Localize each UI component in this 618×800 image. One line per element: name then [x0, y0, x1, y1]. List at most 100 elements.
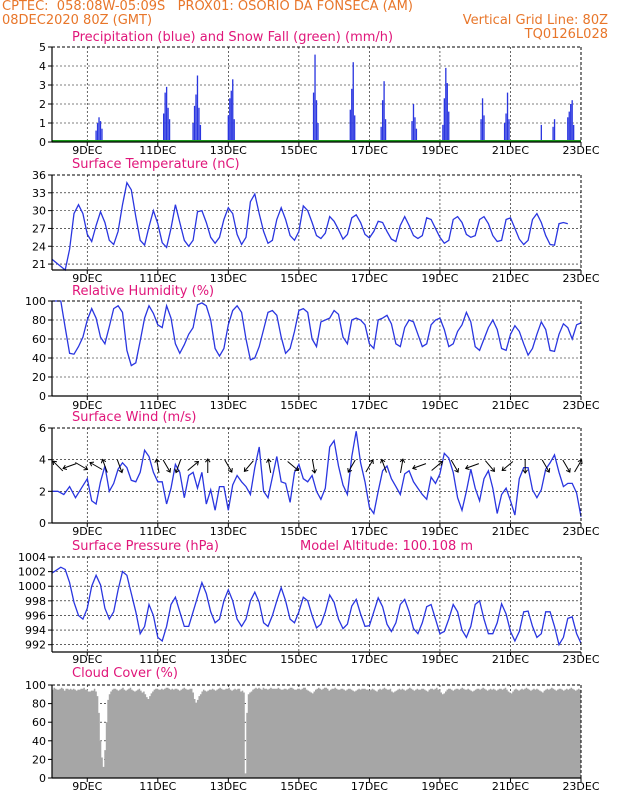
wind-arrow [267, 459, 272, 473]
wind-arrow-head [438, 460, 444, 466]
precip-bar [349, 109, 351, 142]
rh-xtick-label: 19DEC [421, 399, 458, 412]
rh-xtick-label: 9DEC [72, 399, 102, 412]
temp-xtick-label: 19DEC [421, 272, 458, 285]
precip-bar [354, 115, 356, 142]
precip-bar [230, 90, 232, 142]
wind-arrow [541, 459, 550, 473]
wind-arrow [431, 461, 443, 471]
rh-xtick-label: 11DEC [139, 399, 176, 412]
precip-bar [571, 100, 573, 142]
precip-panel: Precipitation (blue) and Snow Fall (gree… [39, 30, 600, 157]
precip-xtick-label: 21DEC [492, 144, 529, 157]
precip-ytick-label: 3 [39, 79, 46, 92]
precip-bar [98, 117, 100, 142]
precip-bar [414, 117, 416, 142]
temp-xtick-label: 17DEC [351, 272, 388, 285]
wind-arrow-head [347, 468, 353, 473]
precip-xtick-label: 13DEC [210, 144, 247, 157]
precip-bar [411, 121, 413, 142]
wind-xtick-label: 21DEC [492, 525, 529, 538]
wind-arrow [187, 461, 199, 471]
precip-bar [314, 54, 316, 142]
wind-xtick-label: 23DEC [562, 525, 599, 538]
wind-ytick-label: 6 [39, 422, 46, 435]
rh-ytick-label: 0 [39, 390, 46, 403]
wind-arrow [400, 459, 404, 473]
temp-xtick-label: 11DEC [139, 272, 176, 285]
wind-arrow-head [52, 460, 57, 466]
wind-arrow [244, 460, 254, 472]
precip-xtick-label: 9DEC [72, 144, 102, 157]
wind-arrow [574, 459, 582, 473]
precip-bar [443, 98, 446, 142]
pres-panel: Surface Pressure (hPa) Model Altitude: 10… [18, 539, 600, 666]
wind-arrow [501, 461, 514, 471]
pres-xtick-label: 9DEC [72, 653, 102, 666]
rh-xtick-label: 15DEC [280, 399, 317, 412]
wind-arrow-head [380, 458, 386, 464]
cloud-ytick-label: 80 [32, 698, 46, 711]
rh-panel: Relative Humidity (%) 0 20 40 60 80 100 9DEC 11D… [25, 284, 600, 412]
wind-arrow-head [294, 466, 300, 472]
precip-xtick-label: 11DEC [139, 144, 176, 157]
precip-xtick-label: 15DEC [280, 144, 317, 157]
rh-xtick-label: 17DEC [351, 399, 388, 412]
precip-ytick-label: 0 [39, 136, 46, 149]
rh-ytick-label: 40 [32, 352, 46, 365]
wind-arrow-head [118, 468, 124, 474]
wind-arrow [156, 459, 160, 473]
precip-bar [96, 123, 99, 142]
precip-bar [445, 67, 447, 142]
cloud-xtick-label: 19DEC [421, 780, 458, 793]
wind-arrow [365, 459, 374, 473]
precip-bar [383, 81, 385, 142]
wind-arrow-head [565, 468, 571, 473]
pres-series-line [51, 566, 582, 647]
rh-ytick-label: 60 [32, 333, 46, 346]
precip-bar [195, 94, 197, 142]
temp-ytick-label: 21 [32, 258, 46, 271]
precip-title: Precipitation (blue) and Snow Fall (gree… [72, 30, 393, 45]
wind-xtick-label: 19DEC [421, 525, 458, 538]
wind-ytick-label: 4 [39, 454, 46, 467]
wind-xtick-label: 9DEC [72, 525, 102, 538]
pres-ytick-label: 1004 [18, 551, 46, 564]
wind-arrow [52, 460, 64, 472]
precip-bar [229, 98, 231, 142]
precip-bar [505, 113, 507, 142]
wind-arrow-head [368, 459, 374, 464]
header-date: 08DEC2020 80Z (GMT) [2, 13, 153, 28]
cloud-xtick-label: 15DEC [280, 780, 317, 793]
wind-arrow [347, 459, 356, 473]
wind-arrow [412, 463, 427, 469]
wind-arrow [465, 463, 480, 469]
precip-bar [232, 79, 234, 142]
cloud-ytick-label: 60 [32, 716, 46, 729]
rh-ytick-label: 80 [32, 314, 46, 327]
precip-xtick-label: 19DEC [421, 144, 458, 157]
precip-bar [483, 115, 485, 142]
precip-ytick-label: 5 [39, 41, 46, 54]
pres-ytick-label: 994 [25, 624, 46, 637]
wind-arrow-head [194, 460, 200, 466]
header-grid-line: Vertical Grid Line: 80Z [462, 13, 608, 28]
precip-bar [480, 119, 482, 142]
cloud-ytick-label: 20 [32, 753, 46, 766]
wind-arrow [381, 459, 387, 473]
precip-bar [165, 86, 168, 142]
wind-arrow [287, 461, 299, 471]
wind-arrow-head [545, 468, 551, 473]
precip-bar [448, 111, 450, 142]
precip-bar [352, 62, 354, 143]
wind-arrow [175, 459, 182, 473]
temp-xtick-label: 21DEC [492, 272, 529, 285]
wind-arrow-head [166, 468, 171, 473]
precip-bar [446, 83, 448, 142]
precip-bar [351, 88, 353, 142]
pres-annotation: Model Altitude: 100.108 m [300, 539, 473, 554]
temp-ytick-label: 24 [32, 240, 46, 253]
wind-arrow-head [464, 464, 470, 470]
rh-xtick-label: 13DEC [210, 399, 247, 412]
pres-xtick-label: 21DEC [492, 653, 529, 666]
